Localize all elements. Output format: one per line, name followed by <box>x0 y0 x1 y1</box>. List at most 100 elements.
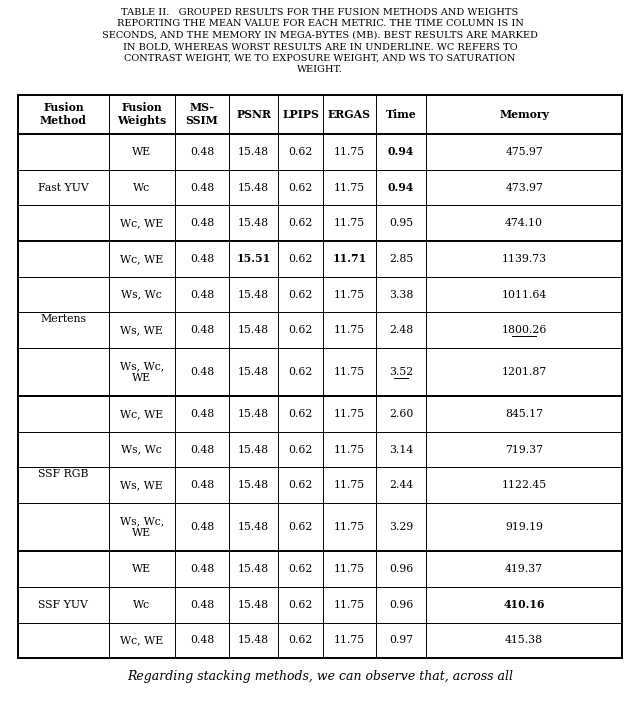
Text: 0.48: 0.48 <box>190 409 214 419</box>
Text: SSF RGB: SSF RGB <box>38 469 88 479</box>
Text: 0.48: 0.48 <box>190 564 214 574</box>
Text: IN BOLD, WHEREAS WORST RESULTS ARE IN UNDERLINE. WC REFERS TO: IN BOLD, WHEREAS WORST RESULTS ARE IN UN… <box>123 42 517 52</box>
Text: WE: WE <box>132 147 151 157</box>
Text: 15.48: 15.48 <box>238 290 269 300</box>
Text: 11.75: 11.75 <box>334 445 365 455</box>
Text: 475.97: 475.97 <box>506 147 543 157</box>
Text: 0.48: 0.48 <box>190 183 214 193</box>
Text: SECONDS, AND THE MEMORY IN MEGA-BYTES (MB). BEST RESULTS ARE MARKED: SECONDS, AND THE MEMORY IN MEGA-BYTES (M… <box>102 31 538 40</box>
Text: 0.62: 0.62 <box>289 290 313 300</box>
Text: 3.29: 3.29 <box>389 522 413 532</box>
Text: 15.51: 15.51 <box>237 253 271 265</box>
Text: 15.48: 15.48 <box>238 564 269 574</box>
Text: 0.62: 0.62 <box>289 147 313 157</box>
Text: 719.37: 719.37 <box>505 445 543 455</box>
Text: 0.62: 0.62 <box>289 445 313 455</box>
Text: 0.62: 0.62 <box>289 599 313 609</box>
Text: 15.48: 15.48 <box>238 326 269 335</box>
Text: 0.48: 0.48 <box>190 522 214 532</box>
Text: 0.94: 0.94 <box>388 146 414 158</box>
Text: 2.85: 2.85 <box>389 254 413 264</box>
Bar <box>18 95 622 658</box>
Text: 1201.87: 1201.87 <box>502 367 547 377</box>
Text: 0.62: 0.62 <box>289 409 313 419</box>
Text: MS-
SSIM: MS- SSIM <box>186 103 218 126</box>
Text: 0.48: 0.48 <box>190 254 214 264</box>
Text: Wc: Wc <box>133 599 150 609</box>
Text: Memory: Memory <box>499 109 549 120</box>
Text: 0.48: 0.48 <box>190 445 214 455</box>
Text: 0.62: 0.62 <box>289 367 313 377</box>
Text: 15.48: 15.48 <box>238 522 269 532</box>
Text: Wc, WE: Wc, WE <box>120 635 163 645</box>
Text: REPORTING THE MEAN VALUE FOR EACH METRIC. THE TIME COLUMN IS IN: REPORTING THE MEAN VALUE FOR EACH METRIC… <box>116 19 524 29</box>
Text: Ws, WE: Ws, WE <box>120 480 163 490</box>
Text: 11.75: 11.75 <box>334 599 365 609</box>
Text: 3.38: 3.38 <box>388 290 413 300</box>
Text: Fast YUV: Fast YUV <box>38 183 89 193</box>
Text: 1800.26: 1800.26 <box>502 326 547 335</box>
Text: 15.48: 15.48 <box>238 409 269 419</box>
Text: Fusion
Weights: Fusion Weights <box>117 103 166 126</box>
Text: 0.48: 0.48 <box>190 290 214 300</box>
Text: 1139.73: 1139.73 <box>502 254 547 264</box>
Text: 473.97: 473.97 <box>505 183 543 193</box>
Text: Regarding stacking methods, we can observe that, across all: Regarding stacking methods, we can obser… <box>127 670 513 683</box>
Text: 11.75: 11.75 <box>334 367 365 377</box>
Text: 415.38: 415.38 <box>505 635 543 645</box>
Text: 0.62: 0.62 <box>289 564 313 574</box>
Text: 0.62: 0.62 <box>289 480 313 490</box>
Text: 919.19: 919.19 <box>505 522 543 532</box>
Text: 0.62: 0.62 <box>289 254 313 264</box>
Text: TABLE II.   GROUPED RESULTS FOR THE FUSION METHODS AND WEIGHTS: TABLE II. GROUPED RESULTS FOR THE FUSION… <box>122 8 518 17</box>
Text: 11.75: 11.75 <box>334 218 365 228</box>
Text: PSNR: PSNR <box>236 109 271 120</box>
Text: 15.48: 15.48 <box>238 635 269 645</box>
Text: 0.48: 0.48 <box>190 480 214 490</box>
Text: 11.75: 11.75 <box>334 326 365 335</box>
Text: 15.48: 15.48 <box>238 445 269 455</box>
Text: 11.75: 11.75 <box>334 290 365 300</box>
Text: Wc, WE: Wc, WE <box>120 218 163 228</box>
Text: 11.75: 11.75 <box>334 635 365 645</box>
Text: Ws, WE: Ws, WE <box>120 326 163 335</box>
Text: 11.75: 11.75 <box>334 522 365 532</box>
Text: Ws, Wc,
WE: Ws, Wc, WE <box>120 361 164 383</box>
Text: 11.75: 11.75 <box>334 564 365 574</box>
Text: 0.62: 0.62 <box>289 183 313 193</box>
Text: Wc, WE: Wc, WE <box>120 254 163 264</box>
Text: Wc: Wc <box>133 183 150 193</box>
Text: 0.48: 0.48 <box>190 599 214 609</box>
Text: 0.48: 0.48 <box>190 147 214 157</box>
Text: 0.62: 0.62 <box>289 218 313 228</box>
Text: 2.48: 2.48 <box>389 326 413 335</box>
Text: WE: WE <box>132 564 151 574</box>
Text: Ws, Wc,
WE: Ws, Wc, WE <box>120 516 164 538</box>
Text: 0.48: 0.48 <box>190 326 214 335</box>
Text: WEIGHT.: WEIGHT. <box>297 65 343 75</box>
Text: Mertens: Mertens <box>40 313 86 323</box>
Text: 474.10: 474.10 <box>505 218 543 228</box>
Text: 1122.45: 1122.45 <box>502 480 547 490</box>
Text: 11.75: 11.75 <box>334 409 365 419</box>
Text: 0.94: 0.94 <box>388 182 414 193</box>
Text: 3.52: 3.52 <box>389 367 413 377</box>
Text: 3.14: 3.14 <box>389 445 413 455</box>
Text: ERGAS: ERGAS <box>328 109 371 120</box>
Text: 11.71: 11.71 <box>332 253 367 265</box>
Text: 0.95: 0.95 <box>389 218 413 228</box>
Text: 15.48: 15.48 <box>238 480 269 490</box>
Text: 0.96: 0.96 <box>389 564 413 574</box>
Text: 15.48: 15.48 <box>238 183 269 193</box>
Text: 2.44: 2.44 <box>389 480 413 490</box>
Text: 0.97: 0.97 <box>389 635 413 645</box>
Text: Fusion
Method: Fusion Method <box>40 103 87 126</box>
Text: 11.75: 11.75 <box>334 480 365 490</box>
Text: 0.48: 0.48 <box>190 218 214 228</box>
Text: 15.48: 15.48 <box>238 599 269 609</box>
Text: 2.60: 2.60 <box>388 409 413 419</box>
Text: Wc, WE: Wc, WE <box>120 409 163 419</box>
Text: CONTRAST WEIGHT, WE TO EXPOSURE WEIGHT, AND WS TO SATURATION: CONTRAST WEIGHT, WE TO EXPOSURE WEIGHT, … <box>124 54 516 63</box>
Text: 845.17: 845.17 <box>505 409 543 419</box>
Text: LPIPS: LPIPS <box>282 109 319 120</box>
